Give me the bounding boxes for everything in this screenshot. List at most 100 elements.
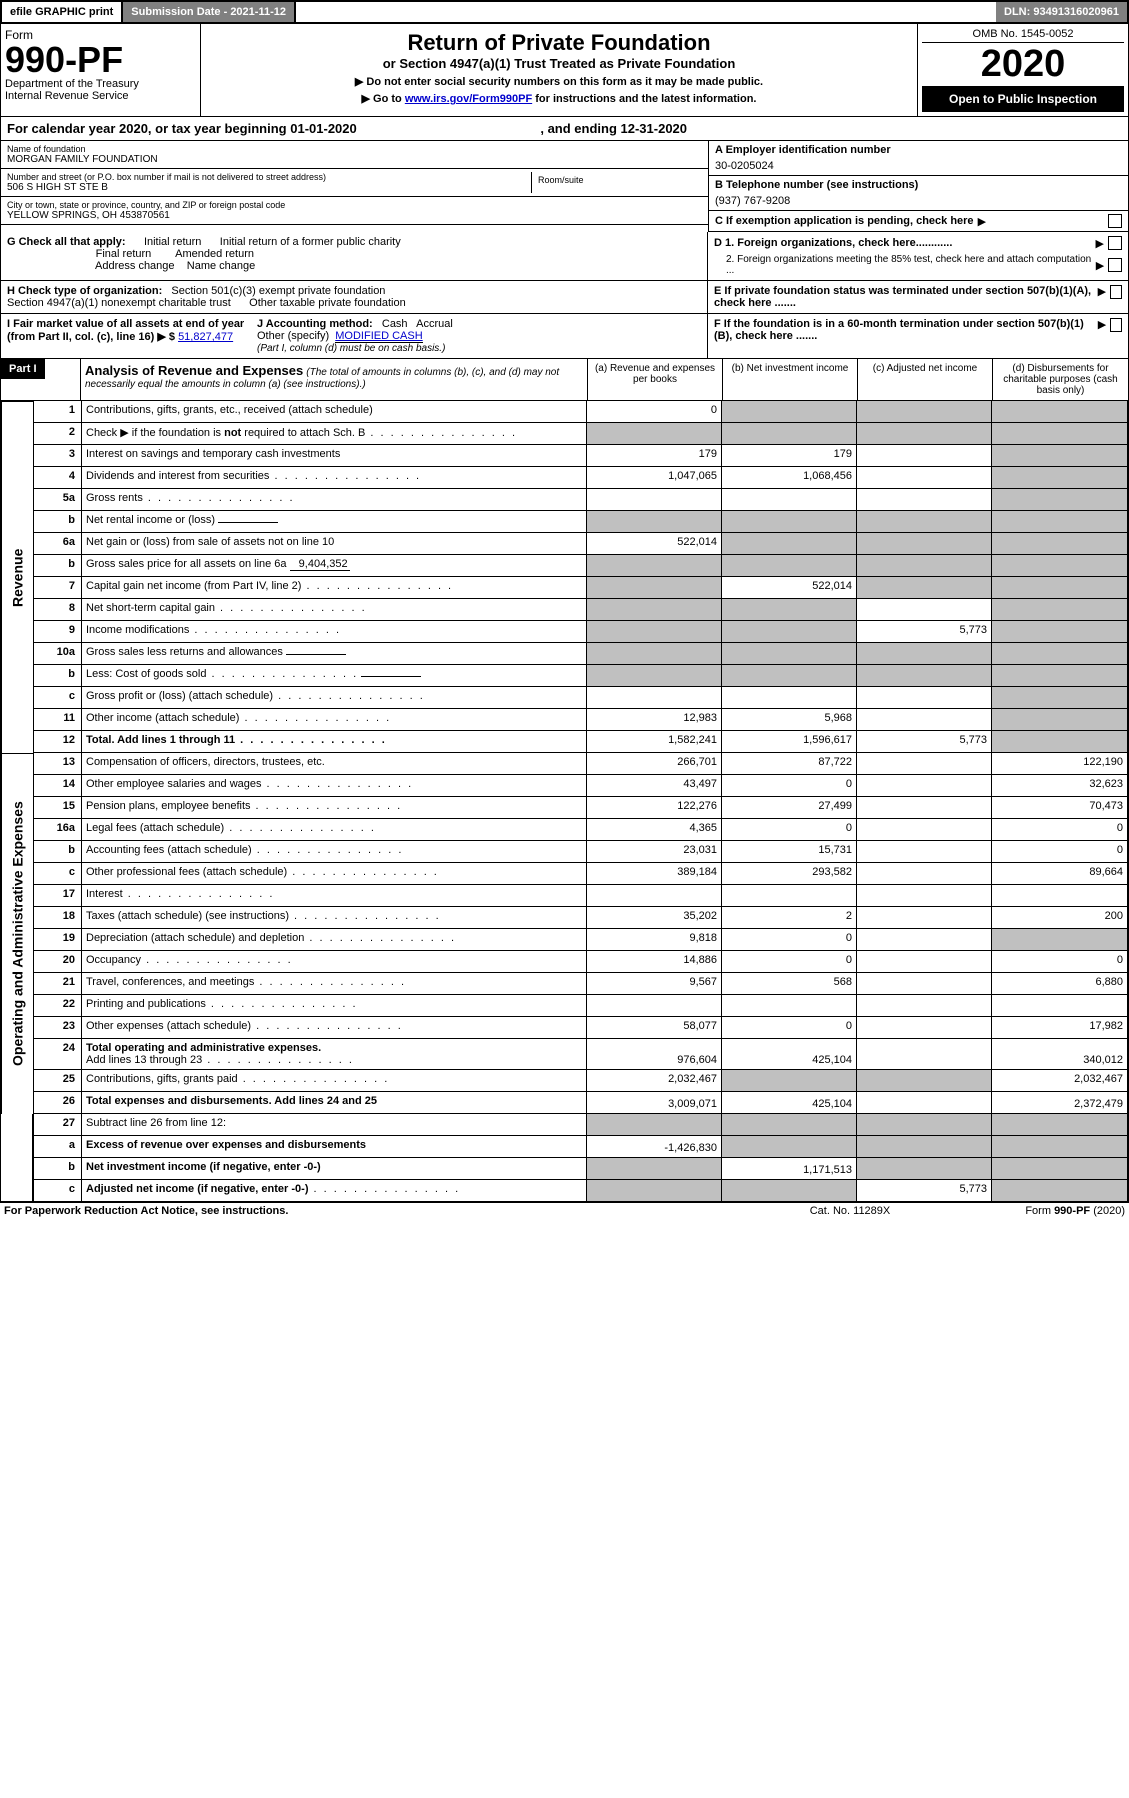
- table-row: 1 Contributions, gifts, grants, etc., re…: [33, 401, 1128, 423]
- table-row: b Less: Cost of goods sold: [33, 665, 1128, 687]
- form-header: Form 990-PF Department of the Treasury I…: [0, 24, 1129, 117]
- address-box: Number and street (or P.O. box number if…: [1, 169, 708, 197]
- form-number: 990-PF: [5, 42, 196, 78]
- table-row: cAdjusted net income (if negative, enter…: [33, 1180, 1128, 1202]
- dln-label: DLN: 93491316020961: [996, 2, 1127, 22]
- col-b-head: (b) Net investment income: [723, 359, 858, 400]
- accounting-method-value: MODIFIED CASH: [335, 330, 422, 343]
- arrow-icon: ▶: [1096, 237, 1104, 250]
- tax-year: 2020: [922, 43, 1124, 86]
- arrow-icon: ▶: [1098, 318, 1106, 354]
- expenses-label: Operating and Administrative Expenses: [1, 753, 33, 1114]
- table-row: 23Other expenses (attach schedule) 58,07…: [33, 1017, 1128, 1039]
- revenue-label: Revenue: [1, 401, 33, 753]
- ein-value: 30-0205024: [715, 156, 1122, 172]
- part1-title-box: Analysis of Revenue and Expenses (The to…: [81, 359, 588, 400]
- ein-box: A Employer identification number 30-0205…: [709, 141, 1128, 176]
- paperwork-notice: For Paperwork Reduction Act Notice, see …: [4, 1205, 775, 1217]
- part1-header-row: Part I Analysis of Revenue and Expenses …: [0, 359, 1129, 401]
- table-row: 25Contributions, gifts, grants paid 2,03…: [33, 1070, 1128, 1092]
- col-a-head: (a) Revenue and expenses per books: [588, 359, 723, 400]
- header-right: OMB No. 1545-0052 2020 Open to Public In…: [918, 24, 1128, 116]
- i-box: I Fair market value of all assets at end…: [7, 318, 257, 354]
- submission-date: Submission Date - 2021-11-12: [123, 2, 296, 22]
- table-row: 6a Net gain or (loss) from sale of asset…: [33, 533, 1128, 555]
- expenses-section: Operating and Administrative Expenses 13…: [0, 753, 1129, 1114]
- instr-2: ▶ Go to www.irs.gov/Form990PF for instru…: [207, 92, 911, 105]
- table-row: 7 Capital gain net income (from Part IV,…: [33, 577, 1128, 599]
- arrow-icon: ▶: [1096, 259, 1104, 272]
- subtract-section: 27Subtract line 26 from line 12: aExcess…: [0, 1114, 1129, 1202]
- table-row: 9 Income modifications 5,773: [33, 621, 1128, 643]
- efile-label[interactable]: efile GRAPHIC print: [2, 2, 123, 22]
- table-row: 8 Net short-term capital gain: [33, 599, 1128, 621]
- c-checkbox[interactable]: [1108, 214, 1122, 228]
- telephone-value: (937) 767-9208: [715, 191, 1122, 207]
- form-ref: Form 990-PF (2020): [925, 1205, 1125, 1217]
- table-row: 5a Gross rents: [33, 489, 1128, 511]
- fair-market-value[interactable]: 51,827,477: [178, 331, 233, 343]
- part1-label: Part I: [1, 359, 45, 379]
- table-row: cOther professional fees (attach schedul…: [33, 863, 1128, 885]
- table-row: 15Pension plans, employee benefits 122,2…: [33, 797, 1128, 819]
- table-row: 21Travel, conferences, and meetings 9,56…: [33, 973, 1128, 995]
- table-row: 11 Other income (attach schedule) 12,983…: [33, 709, 1128, 731]
- c-box: C If exemption application is pending, c…: [709, 211, 1128, 232]
- f-checkbox[interactable]: [1110, 318, 1122, 332]
- topbar: efile GRAPHIC print Submission Date - 20…: [0, 0, 1129, 24]
- calendar-year-row: For calendar year 2020, or tax year begi…: [0, 117, 1129, 141]
- table-row: 24 Total operating and administrative ex…: [33, 1039, 1128, 1070]
- table-row: 10a Gross sales less returns and allowan…: [33, 643, 1128, 665]
- room-label: Room/suite: [538, 175, 696, 185]
- telephone-box: B Telephone number (see instructions) (9…: [709, 176, 1128, 211]
- irs-link[interactable]: www.irs.gov/Form990PF: [405, 93, 532, 105]
- d2-checkbox[interactable]: [1108, 258, 1122, 272]
- omb-no: OMB No. 1545-0052: [922, 28, 1124, 43]
- table-row: 4 Dividends and interest from securities…: [33, 467, 1128, 489]
- table-row: 13Compensation of officers, directors, t…: [33, 753, 1128, 775]
- table-row: b Net rental income or (loss): [33, 511, 1128, 533]
- form-subtitle: or Section 4947(a)(1) Trust Treated as P…: [207, 56, 911, 71]
- table-row: 3 Interest on savings and temporary cash…: [33, 445, 1128, 467]
- table-row: 22Printing and publications: [33, 995, 1128, 1017]
- info-grid: Name of foundation MORGAN FAMILY FOUNDAT…: [0, 141, 1129, 232]
- address: 506 S HIGH ST STE B: [7, 182, 531, 193]
- arrow-icon: ▶: [978, 215, 986, 228]
- footer: For Paperwork Reduction Act Notice, see …: [0, 1202, 1129, 1219]
- d1-checkbox[interactable]: [1108, 236, 1122, 250]
- col-d-head: (d) Disbursements for charitable purpose…: [993, 359, 1128, 400]
- table-row: 18Taxes (attach schedule) (see instructi…: [33, 907, 1128, 929]
- revenue-section: Revenue 1 Contributions, gifts, grants, …: [0, 401, 1129, 753]
- e-checkbox[interactable]: [1110, 285, 1122, 299]
- table-row: 12 Total. Add lines 1 through 11 1,582,2…: [33, 731, 1128, 753]
- table-row: bAccounting fees (attach schedule) 23,03…: [33, 841, 1128, 863]
- header-left: Form 990-PF Department of the Treasury I…: [1, 24, 201, 116]
- irs-label: Internal Revenue Service: [5, 90, 196, 102]
- foundation-name: MORGAN FAMILY FOUNDATION: [7, 154, 702, 165]
- col-c-head: (c) Adjusted net income: [858, 359, 993, 400]
- cat-no: Cat. No. 11289X: [775, 1205, 925, 1217]
- table-row: 17Interest: [33, 885, 1128, 907]
- section-ijf: I Fair market value of all assets at end…: [0, 314, 1129, 359]
- table-row: 20Occupancy 14,88600: [33, 951, 1128, 973]
- header-center: Return of Private Foundation or Section …: [201, 24, 918, 116]
- table-row: 27Subtract line 26 from line 12:: [33, 1114, 1128, 1136]
- table-row: bNet investment income (if negative, ent…: [33, 1158, 1128, 1180]
- section-h: H Check type of organization: Section 50…: [0, 281, 1129, 314]
- arrow-icon: ▶: [1098, 285, 1106, 309]
- table-row: 14Other employee salaries and wages 43,4…: [33, 775, 1128, 797]
- table-row: 19Depreciation (attach schedule) and dep…: [33, 929, 1128, 951]
- dept-label: Department of the Treasury: [5, 78, 196, 90]
- table-row: aExcess of revenue over expenses and dis…: [33, 1136, 1128, 1158]
- city-box: City or town, state or province, country…: [1, 197, 708, 225]
- form-title: Return of Private Foundation: [207, 30, 911, 56]
- table-row: b Gross sales price for all assets on li…: [33, 555, 1128, 577]
- name-box: Name of foundation MORGAN FAMILY FOUNDAT…: [1, 141, 708, 169]
- table-row: 26Total expenses and disbursements. Add …: [33, 1092, 1128, 1114]
- table-row: 16aLegal fees (attach schedule) 4,36500: [33, 819, 1128, 841]
- open-public: Open to Public Inspection: [922, 86, 1124, 112]
- table-row: c Gross profit or (loss) (attach schedul…: [33, 687, 1128, 709]
- city-state-zip: YELLOW SPRINGS, OH 453870561: [7, 210, 702, 221]
- instr-1: ▶ Do not enter social security numbers o…: [207, 75, 911, 88]
- section-g: G Check all that apply: Initial return I…: [0, 232, 1129, 281]
